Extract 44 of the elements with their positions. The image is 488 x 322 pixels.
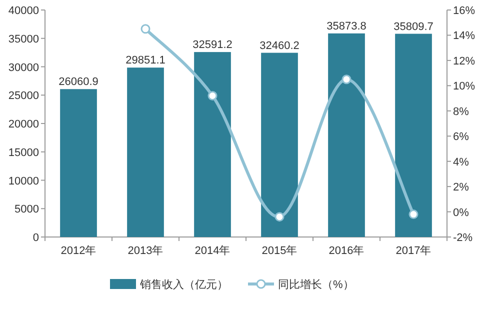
x-tick-label: 2013年 [128,245,164,257]
y2-tick-label: 16% [453,5,476,17]
point [408,210,418,220]
point [140,24,150,34]
y2-tick-label: 14% [453,30,476,42]
y2-tick-label: 4% [453,156,470,168]
bar [328,33,365,237]
x-tick-label: 2014年 [194,245,230,257]
bar [261,52,298,237]
data-label: 32591.2 [192,39,232,52]
y-tick-label: 40000 [8,5,39,17]
bar [194,52,231,237]
y2-tick-label: 12% [453,55,476,68]
y-tick-label: 10000 [8,175,39,188]
y2-tick-label: 8% [453,106,470,118]
legend-label: 同比增长（%） [278,278,354,291]
y-tick-label: 5000 [14,204,39,216]
point [342,74,352,84]
y-tick-label: 35000 [8,33,39,46]
y-tick-label: 0 [32,232,39,244]
x-tick-label: 2016年 [328,245,364,257]
data-label: 35809.7 [394,20,434,33]
data-label: 32460.2 [260,40,300,52]
data-label: 29851.1 [126,54,166,67]
legend-label: 销售收入（亿元） [139,278,228,291]
y2-tick-label: -2% [453,232,473,244]
x-tick-label: 2017年 [396,245,432,257]
bar [395,34,432,237]
bar [127,68,164,237]
point [274,212,284,222]
y-tick-label: 20000 [8,118,39,130]
y2-tick-label: 0% [453,206,470,219]
x-tick-label: 2015年 [262,245,298,257]
y2-tick-label: 6% [453,131,470,144]
y2-tick-label: 2% [453,182,470,194]
y-tick-label: 15000 [8,146,39,159]
y-tick-label: 30000 [8,62,39,74]
bar [60,89,97,237]
y-tick-label: 25000 [8,90,39,102]
data-label: 26060.9 [58,76,98,88]
y2-tick-label: 10% [453,80,476,93]
x-tick-label: 2012年 [60,245,96,257]
data-label: 35873.8 [326,20,366,32]
point [208,91,218,101]
